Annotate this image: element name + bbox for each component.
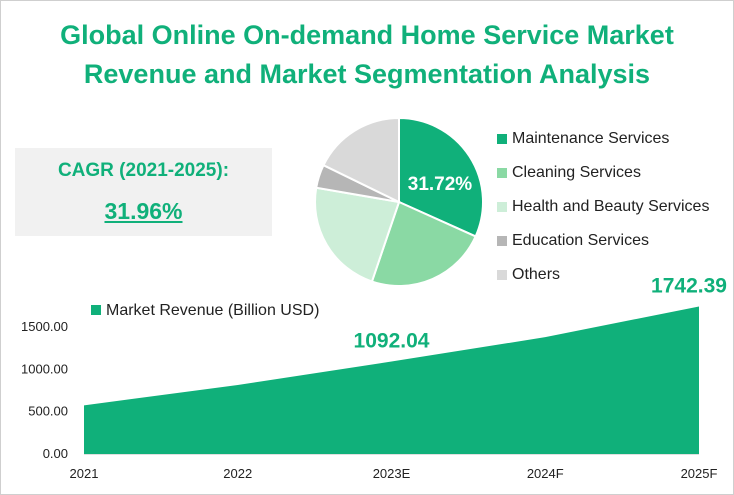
legend-item-health-beauty: Health and Beauty Services (497, 190, 709, 224)
pie-chart (314, 116, 484, 287)
cagr-value: 31.96% (104, 198, 183, 224)
x-tick-label: 2021 (70, 466, 99, 481)
legend-label-maintenance: Maintenance Services (512, 130, 670, 147)
cagr-box: CAGR (2021-2025): 31.96% (15, 148, 272, 236)
legend-item-cleaning: Cleaning Services (497, 156, 709, 190)
area-legend-swatch (91, 305, 101, 315)
legend-swatch-maintenance (497, 134, 507, 144)
data-label-2025f: 1742.39 (651, 274, 727, 297)
title-line-2: Revenue and Market Segmentation Analysis (83, 59, 651, 89)
legend-swatch-others (497, 270, 507, 280)
y-tick-label: 1500.00 (21, 319, 68, 334)
legend-label-others: Others (512, 266, 561, 283)
pie-legend: Maintenance Services Cleaning Services H… (497, 122, 709, 292)
pie-slice-cleaning-services (370, 200, 477, 287)
legend-label-cleaning: Cleaning Services (512, 164, 641, 181)
area-legend-label: Market Revenue (Billion USD) (106, 302, 319, 319)
pie-data-label: 31.72% (408, 174, 473, 195)
legend-swatch-cleaning (497, 168, 507, 178)
pie-slice-maintenance-services (398, 116, 484, 238)
legend-swatch-education (497, 236, 507, 246)
y-tick-label: 0.00 (43, 446, 68, 461)
title-line-1: Global Online On-demand Home Service Mar… (60, 20, 674, 50)
y-tick-label: 500.00 (28, 404, 68, 419)
pie-slice-health-and-beauty-services (314, 186, 401, 283)
x-tick-label: 2022 (223, 466, 252, 481)
area-legend: Market Revenue (Billion USD) (91, 302, 319, 319)
cagr-label: CAGR (2021-2025): (57, 160, 230, 181)
x-tick-label: 2023E (373, 466, 411, 481)
area-data-labels: 1092.04 1742.39 (354, 274, 727, 352)
legend-swatch-health-beauty (497, 202, 507, 212)
legend-item-others: Others (497, 258, 709, 292)
data-label-2023e: 1092.04 (354, 330, 430, 353)
legend-item-maintenance: Maintenance Services (497, 122, 709, 156)
legend-item-education: Education Services (497, 224, 709, 258)
x-tick-label: 2024F (527, 466, 564, 481)
area-series-revenue (84, 306, 699, 454)
legend-label-health-beauty: Health and Beauty Services (512, 198, 710, 215)
pie-slice-others (322, 116, 400, 204)
y-tick-label: 1000.00 (21, 361, 68, 376)
x-tick-label: 2025F (681, 466, 718, 481)
chart-title: Global Online On-demand Home Service Mar… (0, 16, 734, 94)
legend-label-education: Education Services (512, 232, 649, 249)
